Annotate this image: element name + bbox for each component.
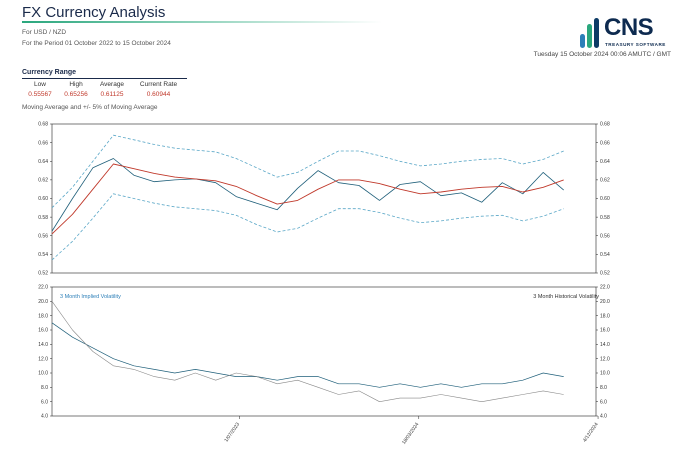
rate-tick-label-right-1: 0.66 [600, 140, 610, 146]
currency-range-table: Low High Average Current Rate 0.55567 0.… [22, 81, 187, 98]
rate-tick-label-left-4: 0.60 [38, 196, 48, 202]
volatility-tick-label-right-7: 8.0 [600, 385, 607, 391]
currency-pair: For USD / NZD [22, 29, 67, 36]
title-underline [22, 21, 382, 23]
cns-logo: CNS TREASURY SOFTWARE [580, 10, 672, 50]
rate-tick-label-left-8: 0.52 [38, 271, 48, 277]
range-header-average: Average [99, 81, 125, 88]
volatility-tick-label-left-3: 16.0 [38, 328, 48, 334]
volatility-tick-label-right-8: 6.0 [600, 399, 607, 405]
rate-tick-label-right-0: 0.68 [600, 122, 610, 128]
range-value-current: 0.60944 [146, 91, 171, 98]
x-tick-label-1: 18/03/2024 [401, 422, 420, 446]
volatility-tick-label-left-5: 12.0 [38, 356, 48, 362]
volatility-tick-label-right-0: 22.0 [600, 285, 610, 291]
range-value-row: 0.55567 0.65256 0.61125 0.60944 [22, 91, 187, 98]
range-value-average: 0.61125 [100, 91, 124, 98]
rate-tick-label-left-3: 0.62 [38, 178, 48, 184]
logo-bar-1 [580, 34, 585, 48]
volatility-tick-label-left-4: 14.0 [38, 342, 48, 348]
moving-average-line [51, 163, 564, 235]
rate-tick-label-right-3: 0.62 [600, 178, 610, 184]
volatility-tick-label-right-1: 20.0 [600, 299, 610, 305]
volatility-tick-label-left-9: 4.0 [41, 414, 48, 420]
rate-tick-label-right-5: 0.58 [600, 215, 610, 221]
rate-y-ticks: 0.68 0.68 0.66 0.66 0.64 0.64 0.62 0.62 0.60 0.60… [38, 122, 610, 277]
range-header-low: Low [34, 81, 46, 88]
rate-tick-label-left-6: 0.56 [38, 233, 48, 239]
implied-volatility-legend: 3 Month Implied Volatility [60, 294, 121, 300]
rate-tick-label-left-2: 0.64 [38, 159, 48, 165]
volatility-tick-label-right-2: 18.0 [600, 313, 610, 319]
range-value-high: 0.65256 [64, 91, 88, 98]
rate-tick-label-left-7: 0.54 [38, 252, 48, 258]
currency-range-title: Currency Range [22, 69, 77, 76]
volatility-tick-label-left-1: 20.0 [38, 299, 48, 305]
volatility-tick-label-left-7: 8.0 [41, 385, 48, 391]
rate-tick-label-left-1: 0.66 [38, 140, 48, 146]
implied-line [51, 322, 564, 388]
logo-bar-2 [587, 24, 592, 48]
rate-line [51, 158, 564, 232]
period-text: For the Period 01 October 2022 to 15 Oct… [22, 40, 171, 47]
rate-tick-label-right-7: 0.54 [600, 252, 610, 258]
volatility-chart-lines [51, 301, 564, 403]
moving-average-note: Moving Average and +/- 5% of Moving Aver… [22, 104, 158, 111]
date-x-ticks: 1/07/2023 18/03/2024 4/12/2024 [223, 416, 600, 446]
rate-tick-label-right-6: 0.56 [600, 233, 610, 239]
volatility-tick-label-right-6: 10.0 [600, 371, 610, 377]
volatility-tick-label-right-4: 14.0 [600, 342, 610, 348]
volatility-y-ticks: 22.0 22.0 20.0 20.0 18.0 18.0 16.0 16.0 14.0 14.0… [38, 285, 610, 420]
logo-bar-3 [594, 18, 599, 48]
report-timestamp: Tuesday 15 October 2024 00:06 AMUTC / GM… [533, 51, 671, 58]
x-tick-label-2: 4/12/2024 [582, 422, 600, 444]
volatility-tick-label-left-2: 18.0 [38, 313, 48, 319]
logo-tagline: TREASURY SOFTWARE [605, 42, 666, 47]
historical-line [51, 301, 564, 403]
volatility-tick-label-right-3: 16.0 [600, 328, 610, 334]
volatility-tick-label-right-9: 4.0 [600, 414, 607, 420]
lower-band-line [51, 193, 564, 261]
rate-tick-label-right-2: 0.64 [600, 159, 610, 165]
historical-volatility-legend: 3 Month Historical Volatility [533, 294, 599, 300]
volatility-tick-label-left-8: 6.0 [41, 399, 48, 405]
range-header-current: Current Rate [139, 81, 178, 88]
volatility-tick-label-right-5: 12.0 [600, 356, 610, 362]
volatility-tick-label-left-6: 10.0 [38, 371, 48, 377]
range-header-row: Low High Average Current Rate [22, 81, 187, 88]
page-title: FX Currency Analysis [22, 4, 166, 21]
currency-range-divider [22, 78, 187, 79]
rate-tick-label-left-0: 0.68 [38, 122, 48, 128]
range-header-high: High [69, 81, 83, 88]
volatility-chart-frame [51, 286, 597, 417]
range-value-low: 0.55567 [28, 91, 52, 98]
rate-tick-label-left-5: 0.58 [38, 215, 48, 221]
logo-brand: CNS [604, 14, 654, 41]
rate-tick-label-right-8: 0.52 [600, 271, 610, 277]
rate-tick-label-right-4: 0.60 [600, 196, 610, 202]
rate-chart-lines [51, 134, 564, 261]
x-tick-label-0: 1/07/2023 [223, 422, 241, 444]
volatility-tick-label-left-0: 22.0 [38, 285, 48, 291]
